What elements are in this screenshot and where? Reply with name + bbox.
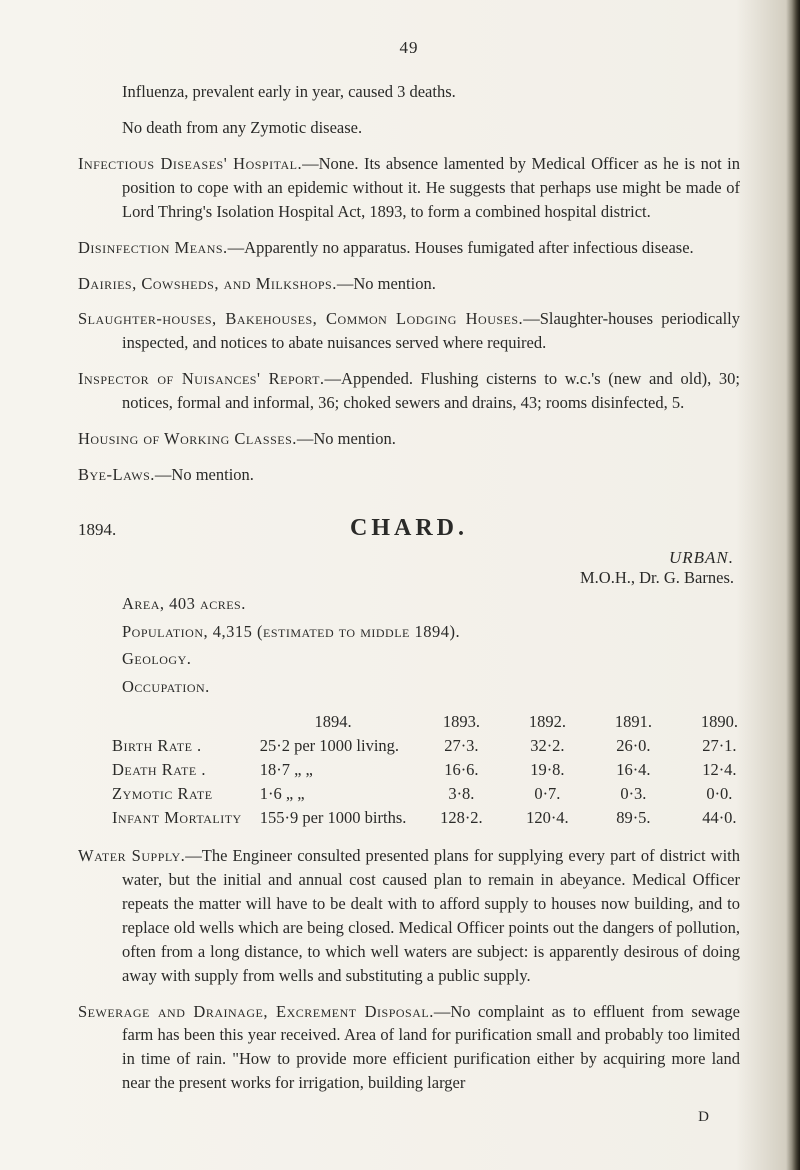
table-cell: Birth Rate .: [112, 734, 248, 758]
heading-slaughter: Slaughter-houses, Bakehouses, Common Lod…: [78, 309, 523, 328]
table-row: Death Rate . 18·7 „ „ 16·6. 19·8. 16·4. …: [112, 758, 762, 782]
section-title: CHARD.: [198, 515, 620, 542]
table-row: Birth Rate . 25·2 per 1000 living. 27·3.…: [112, 734, 762, 758]
body-byelaws: —No mention.: [155, 465, 254, 484]
section-header-row: 1894. CHARD.: [78, 515, 740, 542]
table-cell: 19·8.: [504, 758, 590, 782]
para-byelaws: Bye-Laws.—No mention.: [78, 463, 740, 487]
table-cell: Infant Mortality: [112, 806, 248, 830]
table-row: Zymotic Rate 1·6 „ „ 3·8. 0·7. 0·3. 0·0.: [112, 782, 762, 806]
table-cell: 27·3.: [418, 734, 504, 758]
line-geology: Geology.: [78, 647, 740, 672]
table-cell: 44·0.: [676, 806, 762, 830]
heading-sewerage: Sewerage and Drainage, Excrement Disposa…: [78, 1002, 434, 1021]
heading-infectious: Infectious Diseases' Hospital.: [78, 154, 302, 173]
heading-inspector: Inspector of Nuisances' Report.: [78, 369, 325, 388]
heading-byelaws: Bye-Laws.: [78, 465, 155, 484]
signature-mark: D: [78, 1109, 740, 1126]
table-cell: 16·4.: [590, 758, 676, 782]
table-cell: 26·0.: [590, 734, 676, 758]
table-cell: 32·2.: [504, 734, 590, 758]
page: 49 Influenza, prevalent early in year, c…: [0, 0, 800, 1170]
table-cell: 0·3.: [590, 782, 676, 806]
table-cell: 89·5.: [590, 806, 676, 830]
para-sewerage: Sewerage and Drainage, Excrement Disposa…: [78, 1000, 740, 1096]
table-cell: 1·6 „ „: [248, 782, 419, 806]
table-cell: 12·4.: [676, 758, 762, 782]
table-header-cell: 1892.: [504, 710, 590, 734]
moh-line: M.O.H., Dr. G. Barnes.: [78, 568, 734, 588]
table-cell: 155·9 per 1000 births.: [248, 806, 419, 830]
table-cell: 0·7.: [504, 782, 590, 806]
heading-dairies: Dairies, Cowsheds, and Milkshops.: [78, 274, 337, 293]
table-cell: 120·4.: [504, 806, 590, 830]
table-cell: Zymotic Rate: [112, 782, 248, 806]
line-area: Area, 403 acres.: [78, 592, 740, 617]
line-occupation: Occupation.: [78, 675, 740, 700]
heading-water: Water Supply.: [78, 846, 185, 865]
table-cell: 18·7 „ „: [248, 758, 419, 782]
stats-table: 1894. 1893. 1892. 1891. 1890. Birth Rate…: [112, 710, 762, 830]
para-inspector: Inspector of Nuisances' Report.—Appended…: [78, 367, 740, 415]
para-slaughter: Slaughter-houses, Bakehouses, Common Lod…: [78, 307, 740, 355]
table-cell: 128·2.: [418, 806, 504, 830]
para-disinfection: Disinfection Means.—Apparently no appara…: [78, 236, 740, 260]
body-water: —The Engineer consulted presented plans …: [122, 846, 740, 985]
table-header-row: 1894. 1893. 1892. 1891. 1890.: [112, 710, 762, 734]
table-cell: 16·6.: [418, 758, 504, 782]
urban-block: URBAN. M.O.H., Dr. G. Barnes.: [78, 548, 734, 588]
body-dairies: —No mention.: [337, 274, 436, 293]
table-cell: Death Rate .: [112, 758, 248, 782]
heading-housing: Housing of Working Classes.: [78, 429, 297, 448]
para-dairies: Dairies, Cowsheds, and Milkshops.—No men…: [78, 272, 740, 296]
line-population: Population, 4,315 (estimated to middle 1…: [78, 620, 740, 645]
para-housing: Housing of Working Classes.—No mention.: [78, 427, 740, 451]
table-header-cell: 1894.: [248, 710, 419, 734]
table-cell: 25·2 per 1000 living.: [248, 734, 419, 758]
table-cell: 3·8.: [418, 782, 504, 806]
para-zymotic: No death from any Zymotic disease.: [78, 116, 740, 140]
table-header-cell: 1891.: [590, 710, 676, 734]
urban-label: URBAN.: [78, 548, 734, 568]
heading-disinfection: Disinfection Means.: [78, 238, 228, 257]
table-cell: 27·1.: [676, 734, 762, 758]
table-header-cell: 1893.: [418, 710, 504, 734]
table-header-cell: [112, 710, 248, 734]
section-year: 1894.: [78, 520, 198, 540]
para-influenza: Influenza, prevalent early in year, caus…: [78, 80, 740, 104]
para-infectious: Infectious Diseases' Hospital.—None. Its…: [78, 152, 740, 224]
para-water: Water Supply.—The Engineer consulted pre…: [78, 844, 740, 988]
table-header-cell: 1890.: [676, 710, 762, 734]
body-disinfection: —Apparently no apparatus. Houses fumigat…: [228, 238, 694, 257]
table-row: Infant Mortality 155·9 per 1000 births. …: [112, 806, 762, 830]
page-number: 49: [78, 38, 740, 58]
body-housing: —No mention.: [297, 429, 396, 448]
table-cell: 0·0.: [676, 782, 762, 806]
